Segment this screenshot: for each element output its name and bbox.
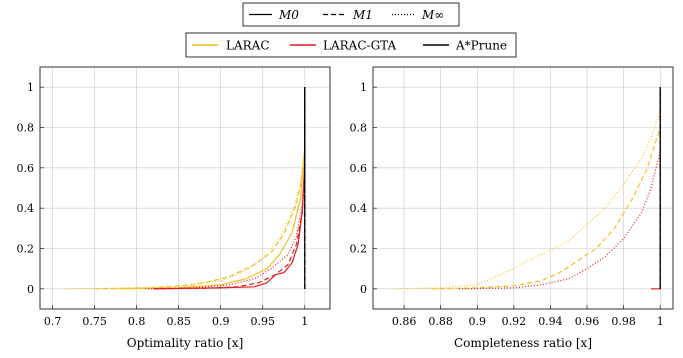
- plot-optimality-xticks: 0.7 0.75 0.8 0.85 0.9 0.95 1: [44, 305, 308, 328]
- x-tick-label: 0.9: [212, 315, 230, 328]
- y-tick-label: 0.4: [17, 202, 35, 215]
- legend-label-larac-gta: LARAC-GTA: [323, 39, 397, 53]
- series-line-larac-m1: [431, 87, 661, 290]
- x-tick-label: 0.9: [469, 315, 487, 328]
- series-line-larac-gta-m-: [145, 87, 306, 290]
- legend-algorithms: LARAC LARAC-GTA A*Prune: [185, 32, 517, 58]
- x-tick-label: 0.75: [82, 315, 107, 328]
- x-tick-label: 0.95: [251, 315, 276, 328]
- y-tick-label: 0: [360, 283, 367, 296]
- x-tick-label: 0.92: [502, 315, 527, 328]
- plot-completeness-xlabel: Completeness ratio [x]: [454, 336, 592, 350]
- plot-optimality-grid: [40, 67, 330, 309]
- x-tick-label: 0.7: [44, 315, 62, 328]
- y-tick-label: 1: [360, 81, 367, 94]
- x-tick-label: 0.98: [611, 315, 636, 328]
- x-tick-label: 0.94: [538, 315, 563, 328]
- legend-label-minf: M∞: [421, 8, 444, 22]
- y-tick-label: 0: [27, 283, 34, 296]
- legend-algorithms-box: [185, 32, 517, 58]
- plot-completeness-frame: [372, 66, 674, 310]
- x-tick-label: 1: [301, 315, 308, 328]
- series-line-larac-m-: [65, 87, 306, 290]
- y-tick-label: 0.6: [17, 162, 35, 175]
- x-tick-label: 0.96: [575, 315, 600, 328]
- plot-optimality-xlabel: Optimality ratio [x]: [127, 336, 244, 350]
- legend-label-larac: LARAC: [226, 39, 270, 53]
- plot-optimality-series: [65, 87, 306, 290]
- legend-label-m1: M1: [352, 8, 373, 22]
- legend-label-m0: M0: [278, 8, 299, 22]
- series-line-larac-gta-m0: [651, 87, 661, 290]
- y-tick-label: 0.8: [17, 122, 35, 135]
- series-line-larac-m0: [119, 87, 306, 290]
- series-line-larac-gta-m0: [153, 87, 306, 290]
- plot-completeness-series: [394, 87, 661, 290]
- y-tick-label: 0.2: [17, 243, 35, 256]
- plot-completeness-yticks: 0 0.2 0.4 0.6 0.8 1: [350, 81, 377, 296]
- series-line-larac-m-: [394, 87, 661, 290]
- plot-optimality-yticks: 0 0.2 0.4 0.6 0.8 1: [17, 81, 44, 296]
- x-tick-label: 0.85: [166, 315, 191, 328]
- legend-line-styles: M0 M1 M∞: [242, 2, 460, 27]
- plot-optimality-frame: [39, 66, 331, 310]
- x-tick-label: 1: [657, 315, 664, 328]
- y-tick-label: 0.4: [350, 202, 368, 215]
- x-tick-label: 0.8: [128, 315, 146, 328]
- legend-label-astar-prune: A*Prune: [455, 39, 507, 53]
- plot-optimality: 0.7 0.75 0.8 0.85 0.9 0.95 1 0 0.2 0.4 0.6 0.8 1 Op…: [17, 66, 331, 350]
- plot-completeness-grid: [373, 67, 673, 309]
- y-tick-label: 1: [27, 81, 34, 94]
- y-tick-label: 0.2: [350, 243, 368, 256]
- legend-line-styles-box: [242, 2, 460, 27]
- series-line-larac-m1: [94, 87, 306, 290]
- plot-completeness: 0.86 0.88 0.9 0.92 0.94 0.96 0.98 1 00.20.40.60…: [350, 66, 674, 350]
- x-tick-label: 0.88: [428, 315, 453, 328]
- x-tick-label: 0.86: [392, 315, 417, 328]
- plot-completeness-xticks: 0.86 0.88 0.9 0.92 0.94 0.96 0.98 1: [392, 305, 664, 328]
- series-line-larac-gta-m-: [458, 87, 661, 290]
- series-line-larac-gta-m1: [153, 87, 306, 290]
- y-tick-label: 0.6: [350, 162, 368, 175]
- y-tick-label: 0.8: [350, 122, 368, 135]
